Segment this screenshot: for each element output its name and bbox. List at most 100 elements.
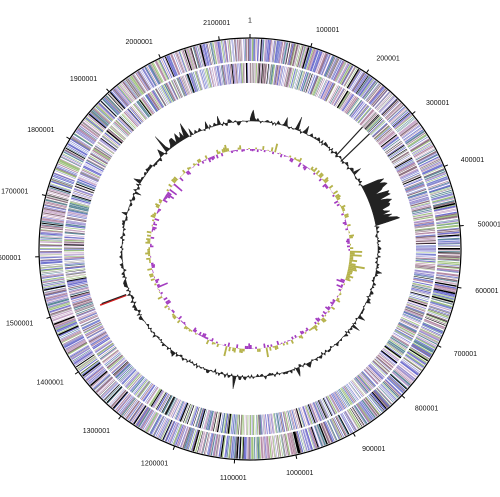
forward-strand-gene-mark <box>413 339 434 352</box>
gc-skew-negative-bar <box>215 341 218 344</box>
reverse-strand-gene-mark <box>403 311 423 321</box>
reverse-strand-gene-mark <box>398 166 418 177</box>
reverse-strand-gene-mark <box>67 209 88 216</box>
reverse-strand-gene-mark <box>407 191 428 199</box>
gc-skew-negative-bar <box>285 155 288 157</box>
forward-strand-gene-mark <box>428 184 451 193</box>
reverse-strand-gene-mark <box>170 80 181 99</box>
reverse-strand-gene-mark <box>244 414 246 435</box>
forward-strand-gene-mark <box>384 379 401 396</box>
gc-skew-positive-bar <box>270 147 274 152</box>
forward-strand-gene-mark <box>434 209 457 215</box>
forward-strand-gene-mark <box>70 347 91 361</box>
reverse-strand-gene-mark <box>181 403 190 423</box>
gc-skew-positive-bar <box>344 215 349 219</box>
reverse-strand-gene-mark <box>117 118 133 133</box>
reverse-strand-gene-mark <box>68 285 89 291</box>
forward-strand-gene-mark <box>72 349 92 362</box>
forward-strand-gene-mark <box>428 308 450 317</box>
gc-skew-positive-bar <box>188 328 192 332</box>
reverse-strand-gene-mark <box>194 71 202 91</box>
gc-skew-negative-bar <box>329 301 334 305</box>
reverse-strand-gene-mark <box>245 63 248 84</box>
reverse-strand-gene-mark <box>274 65 279 85</box>
gc-skew-negative-bar <box>336 278 345 284</box>
forward-strand-gene-mark <box>123 80 138 99</box>
reverse-strand-gene-mark <box>375 126 391 141</box>
forward-strand-gene-mark <box>40 254 63 256</box>
reverse-strand-gene-mark <box>343 385 356 403</box>
reverse-strand-gene-mark <box>413 274 434 279</box>
gc-skew-positive-bar <box>182 173 185 175</box>
forward-strand-gene-mark <box>308 49 317 71</box>
gc-skew-positive-bar <box>272 346 275 348</box>
reverse-strand-gene-mark <box>69 204 89 211</box>
reverse-strand-gene-mark <box>412 282 433 288</box>
reverse-strand-gene-mark <box>291 68 298 89</box>
gc-skew-positive-bar <box>262 145 265 150</box>
reverse-strand-gene-mark <box>410 291 430 298</box>
gc-skew-negative-bar <box>150 236 155 239</box>
reverse-strand-gene-mark <box>73 300 93 308</box>
forward-strand-gene-mark <box>91 371 109 388</box>
forward-strand-gene-mark <box>53 315 75 324</box>
reverse-strand-gene-mark <box>380 134 398 148</box>
reverse-strand-gene-mark <box>70 293 91 301</box>
forward-strand-gene-mark <box>51 178 73 188</box>
gc-skew-negative-bar <box>297 162 302 168</box>
reverse-strand-gene-mark <box>145 386 157 403</box>
gc-skew-negative-bar <box>280 342 283 345</box>
reverse-strand-gene-mark <box>329 394 341 413</box>
reverse-strand-gene-mark <box>287 67 293 88</box>
reverse-strand-gene-mark <box>68 286 89 293</box>
forward-strand-gene-mark <box>103 97 120 115</box>
gc-skew-negative-bar <box>347 242 350 244</box>
gc-skew-negative-bar <box>338 288 342 292</box>
forward-strand-gene-mark <box>230 436 235 459</box>
forward-strand-gene-mark <box>199 44 207 67</box>
gc-skew-positive-bar <box>332 190 339 195</box>
forward-strand-gene-mark <box>437 260 460 264</box>
reverse-strand-gene-mark <box>394 331 412 342</box>
gc-skew-negative-bar <box>210 338 214 342</box>
forward-strand-gene-mark <box>136 71 150 91</box>
reverse-strand-gene-mark <box>211 66 217 87</box>
reverse-strand-gene-mark <box>348 382 361 400</box>
gc-skew-positive-bar <box>308 328 312 332</box>
forward-strand-gene-mark <box>77 355 96 369</box>
reverse-strand-gene-mark <box>321 81 332 100</box>
reverse-strand-gene-mark <box>371 362 387 377</box>
reverse-strand-gene-mark <box>64 261 85 264</box>
reverse-strand-gene-mark <box>413 276 434 280</box>
gc-skew-positive-bar <box>341 288 343 290</box>
reverse-strand-gene-mark <box>83 165 102 176</box>
forward-strand-gene-mark <box>315 52 325 74</box>
forward-strand-gene-mark <box>431 195 454 203</box>
reverse-strand-gene-mark <box>139 98 153 116</box>
forward-strand-gene-mark <box>77 127 97 142</box>
gc-skew-positive-bar <box>335 299 341 303</box>
position-label: 900001 <box>362 446 385 453</box>
reverse-strand-gene-mark <box>315 77 324 97</box>
gc-skew-negative-bar <box>251 149 254 152</box>
gc-skew-negative-bar <box>336 284 343 289</box>
reverse-strand-gene-mark <box>393 155 411 166</box>
reverse-strand-gene-mark <box>163 83 175 102</box>
reverse-strand-gene-mark <box>355 104 369 122</box>
reverse-strand-gene-mark <box>257 63 260 84</box>
forward-strand-gene-mark <box>325 421 335 442</box>
position-label: 800001 <box>415 405 438 412</box>
forward-strand-gene-mark <box>80 360 99 374</box>
forward-strand-gene-mark <box>53 174 75 184</box>
gc-skew-negative-bar <box>340 284 344 287</box>
forward-strand-gene-mark <box>426 313 448 322</box>
forward-strand-gene-mark <box>218 41 223 64</box>
forward-strand-gene-mark <box>245 39 248 62</box>
forward-strand-gene-mark <box>383 101 400 118</box>
reverse-strand-gene-mark <box>345 384 358 401</box>
forward-strand-gene-mark <box>314 51 324 73</box>
reverse-strand-gene-mark <box>71 195 91 203</box>
reverse-strand-gene-mark <box>96 343 114 356</box>
reverse-strand-gene-mark <box>96 342 114 355</box>
reverse-strand-gene-mark <box>180 76 189 96</box>
